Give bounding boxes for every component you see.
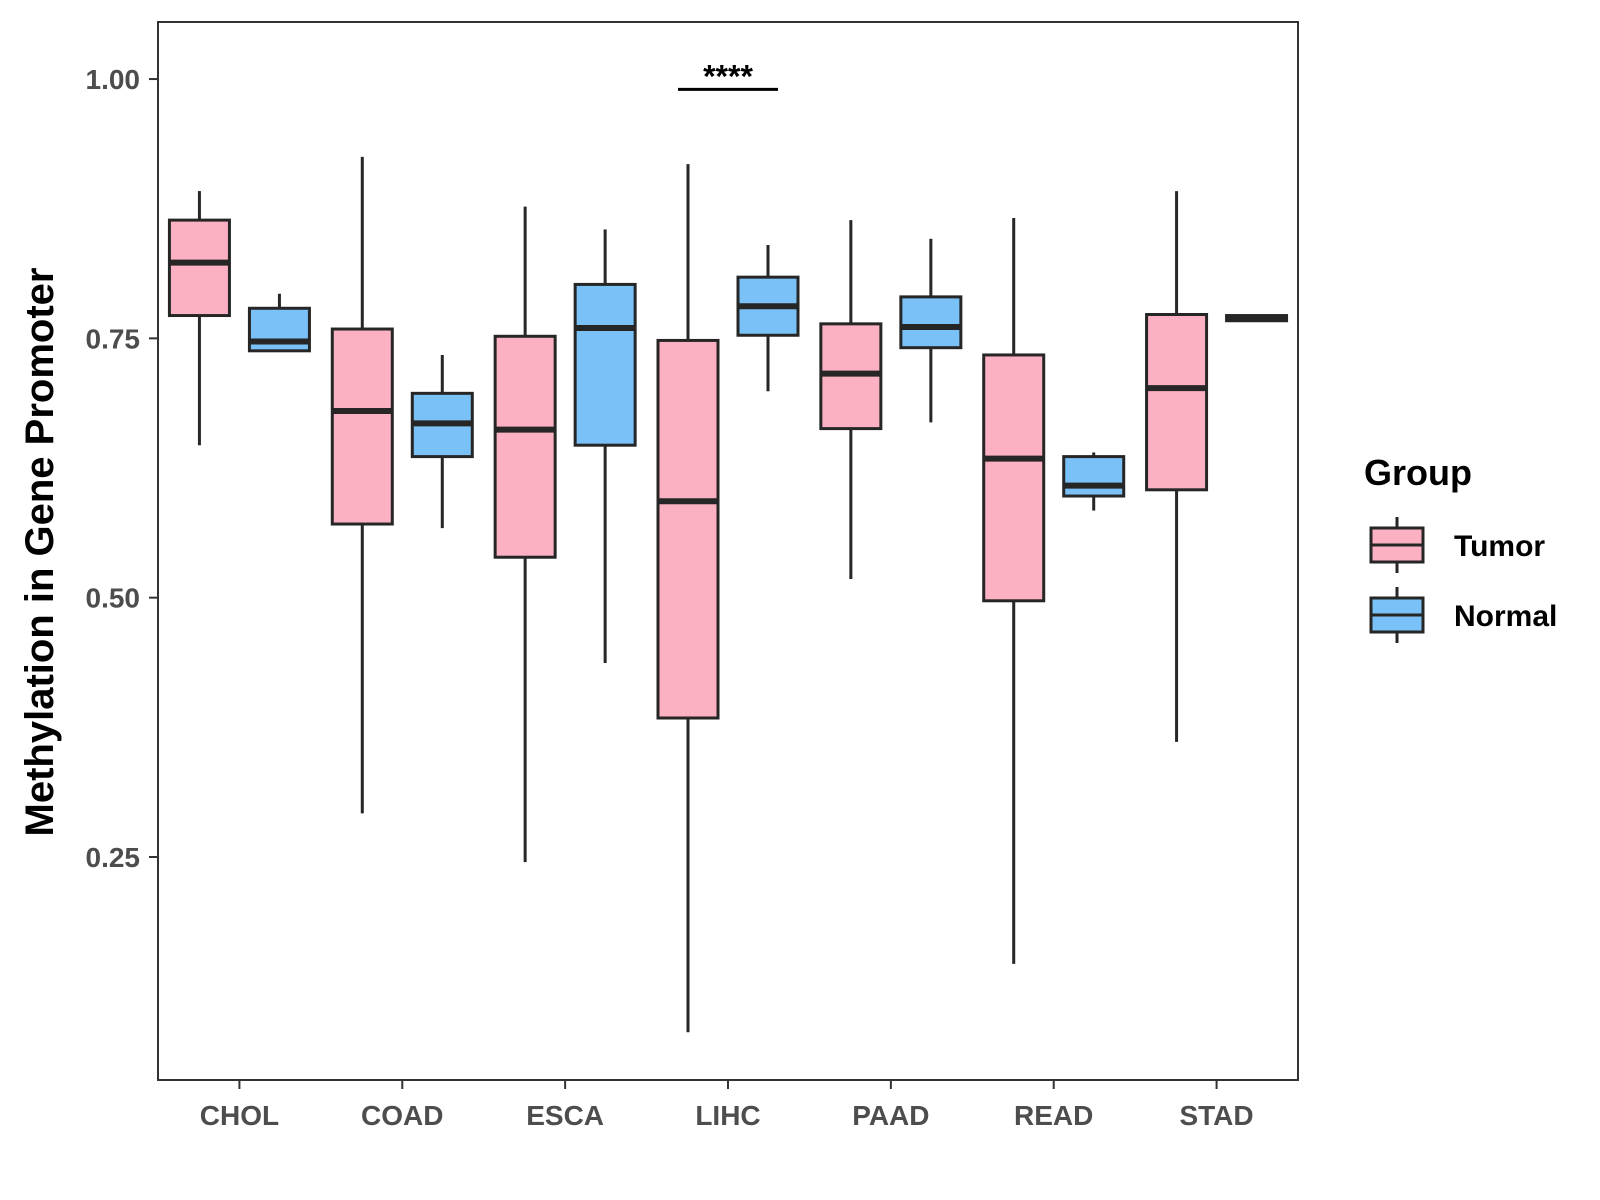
box-tumor-esca (493, 206, 557, 863)
x-tick-label: STAD (1179, 1100, 1253, 1131)
x-tick-label: COAD (361, 1100, 443, 1131)
y-tick-label: 0.75 (86, 323, 141, 354)
box-body (167, 218, 231, 318)
box-body (330, 327, 394, 526)
x-tick-label: PAAD (852, 1100, 929, 1131)
box-tumor-coad (330, 156, 394, 814)
box-body (1145, 313, 1209, 492)
box-normal-stad (1225, 314, 1289, 323)
legend-title: Group (1364, 452, 1472, 493)
box-body (493, 334, 557, 559)
box-normal-esca (573, 229, 637, 664)
box-body (573, 282, 637, 447)
x-tick-label: READ (1014, 1100, 1093, 1131)
x-tick-label: ESCA (526, 1100, 604, 1131)
legend: Group Tumor Normal (1364, 452, 1557, 643)
boxes-layer (167, 156, 1289, 1033)
box-body (656, 338, 720, 720)
box-body (1062, 455, 1126, 498)
box-body (899, 295, 963, 350)
y-tick-label: 0.50 (86, 583, 141, 614)
x-axis: CHOL COAD ESCA LIHC PAAD READ STAD (200, 1080, 1254, 1131)
annotations-layer: **** (678, 58, 778, 94)
panel-background (158, 22, 1298, 1080)
box-tumor-read (982, 218, 1046, 964)
box-normal-paad (899, 238, 963, 423)
box-normal-lihc (736, 245, 800, 392)
box-tumor-paad (819, 220, 883, 580)
box-tumor-chol (167, 191, 231, 446)
y-tick-label: 1.00 (86, 64, 141, 95)
box-body (982, 353, 1046, 603)
legend-entry-tumor: Tumor (1369, 517, 1545, 573)
x-tick-label: LIHC (695, 1100, 760, 1131)
legend-label: Tumor (1454, 530, 1545, 563)
y-tick-label: 0.25 (86, 842, 141, 873)
legend-entry-normal: Normal (1369, 587, 1557, 643)
box-tumor-stad (1145, 191, 1209, 742)
box-normal-read (1062, 452, 1126, 511)
y-axis: 0.25 0.50 0.75 1.00 (86, 64, 158, 873)
box-normal-coad (410, 354, 474, 529)
box-normal-chol (247, 293, 311, 353)
box-tumor-lihc (656, 164, 720, 1033)
significance-label: **** (703, 58, 753, 94)
x-tick-label: CHOL (200, 1100, 279, 1131)
y-axis-title: Methylation in Gene Promoter (18, 268, 62, 837)
legend-label: Normal (1454, 600, 1557, 633)
